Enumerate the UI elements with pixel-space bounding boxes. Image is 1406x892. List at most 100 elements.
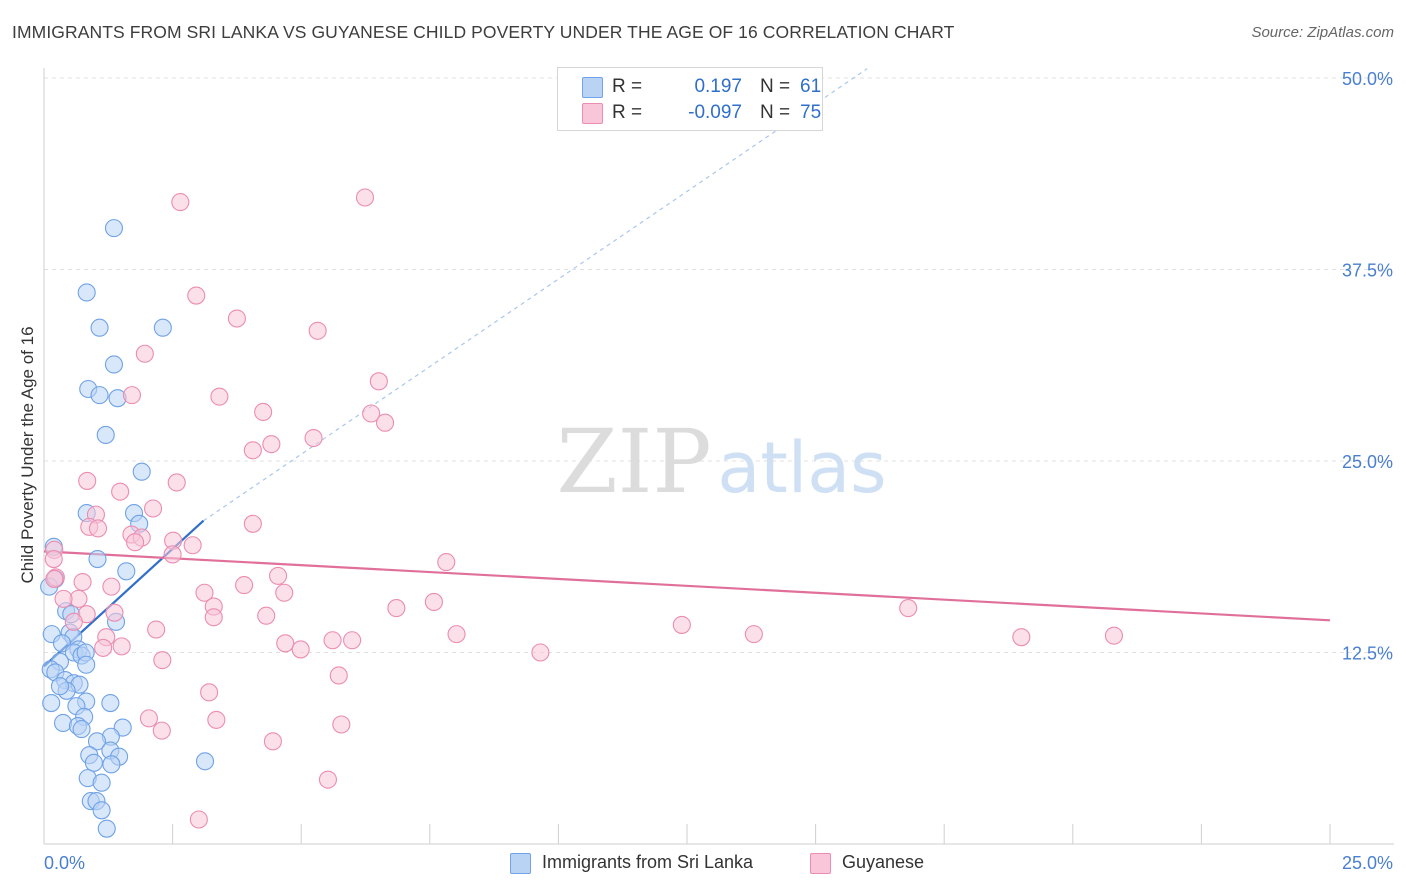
point-series-1-18 bbox=[144, 499, 163, 518]
correlation-legend: R = 0.197 N = 61 R = -0.097 N = 75 bbox=[557, 67, 823, 131]
point-series-0-52 bbox=[84, 753, 103, 772]
point-series-1-61 bbox=[94, 638, 113, 657]
watermark: ZIP atlas bbox=[556, 410, 886, 513]
point-series-1-30 bbox=[163, 545, 182, 564]
point-series-1-58 bbox=[343, 631, 362, 650]
point-series-1-74 bbox=[45, 569, 64, 589]
point-series-0-1 bbox=[77, 283, 96, 302]
chart-source: Source: ZipAtlas.com bbox=[1251, 24, 1394, 41]
point-series-1-11 bbox=[375, 413, 395, 432]
point-series-1-16 bbox=[167, 473, 186, 492]
point-series-1-71 bbox=[263, 732, 282, 751]
point-series-1-32 bbox=[269, 566, 288, 585]
y-tick-label-1: 25.0% bbox=[1342, 452, 1393, 472]
point-series-1-6 bbox=[369, 372, 388, 391]
point-series-1-69 bbox=[332, 715, 351, 734]
x-tick-label-0: 0.0% bbox=[44, 853, 85, 873]
point-series-1-50 bbox=[147, 620, 166, 639]
series-legend-label-sri-lanka: Immigrants from Sri Lanka bbox=[542, 852, 754, 872]
point-series-1-15 bbox=[78, 471, 97, 490]
point-series-1-20 bbox=[243, 514, 262, 533]
point-series-1-66 bbox=[200, 683, 219, 702]
point-series-1-68 bbox=[207, 710, 226, 729]
legend-n-value-guyanese: 75 bbox=[800, 102, 822, 123]
point-series-0-0 bbox=[104, 219, 124, 238]
y-axis-label: Child Poverty Under the Age of 16 bbox=[18, 326, 37, 584]
y-tick-label-3: 50.0% bbox=[1342, 69, 1393, 89]
point-series-1-9 bbox=[254, 402, 273, 422]
point-series-1-2 bbox=[187, 286, 206, 305]
point-series-0-15 bbox=[117, 562, 136, 581]
point-series-0-53 bbox=[102, 755, 121, 774]
point-series-0-2 bbox=[90, 318, 109, 337]
point-series-0-40 bbox=[101, 694, 120, 713]
point-series-1-65 bbox=[329, 666, 348, 685]
point-series-1-14 bbox=[243, 441, 262, 460]
point-series-1-4 bbox=[308, 321, 327, 340]
point-series-0-56 bbox=[92, 773, 111, 792]
legend-n-label: N = bbox=[760, 102, 791, 123]
legend-r-value-sri-lanka: 0.197 bbox=[694, 76, 742, 97]
point-series-1-49 bbox=[64, 612, 83, 631]
point-series-1-40 bbox=[54, 589, 73, 608]
point-series-0-43 bbox=[53, 713, 73, 733]
point-series-1-57 bbox=[323, 631, 342, 650]
chart-title: IMMIGRANTS FROM SRI LANKA VS GUYANESE CH… bbox=[12, 22, 955, 42]
point-series-0-8 bbox=[96, 425, 115, 445]
point-series-1-70 bbox=[152, 721, 171, 740]
point-series-1-37 bbox=[275, 583, 294, 602]
point-series-1-63 bbox=[531, 643, 550, 662]
point-series-1-67 bbox=[139, 709, 158, 728]
points-layer bbox=[40, 188, 1124, 838]
tick-labels: 12.5% 25.0% 37.5% 50.0% 0.0% 25.0% bbox=[44, 69, 1393, 873]
point-series-1-42 bbox=[387, 599, 406, 618]
watermark-atlas: atlas bbox=[717, 427, 886, 509]
point-series-1-55 bbox=[447, 625, 466, 644]
point-series-1-22 bbox=[88, 519, 108, 538]
point-series-1-13 bbox=[262, 435, 281, 454]
point-series-1-1 bbox=[171, 193, 190, 212]
legend-n-value-sri-lanka: 61 bbox=[800, 76, 822, 97]
point-series-1-47 bbox=[204, 608, 223, 627]
point-series-0-4 bbox=[104, 355, 124, 374]
point-series-1-73 bbox=[189, 810, 208, 829]
legend-r-label: R = bbox=[612, 76, 643, 97]
point-series-1-33 bbox=[73, 572, 92, 592]
point-series-1-38 bbox=[195, 583, 214, 602]
point-series-0-3 bbox=[153, 318, 172, 337]
point-series-1-62 bbox=[291, 640, 310, 659]
axes bbox=[43, 68, 1394, 845]
legend-swatch-sri-lanka bbox=[582, 77, 603, 98]
point-series-1-17 bbox=[111, 482, 130, 501]
point-series-1-31 bbox=[437, 553, 456, 572]
point-series-0-54 bbox=[195, 752, 215, 771]
point-series-1-8 bbox=[210, 387, 229, 406]
point-series-0-30 bbox=[77, 655, 96, 674]
point-series-1-43 bbox=[424, 592, 443, 611]
point-series-1-64 bbox=[153, 651, 172, 670]
point-series-1-52 bbox=[744, 625, 763, 644]
point-series-1-72 bbox=[318, 770, 337, 789]
point-series-1-35 bbox=[235, 576, 254, 595]
point-series-0-6 bbox=[90, 386, 109, 405]
point-series-1-3 bbox=[227, 309, 246, 328]
point-series-1-0 bbox=[355, 188, 375, 207]
x-tick-label-1: 25.0% bbox=[1342, 853, 1393, 873]
y-tick-label-2: 37.5% bbox=[1342, 261, 1393, 281]
watermark-zip: ZIP bbox=[556, 410, 711, 513]
point-series-1-51 bbox=[672, 615, 691, 634]
legend-r-value-guyanese: -0.097 bbox=[688, 102, 742, 123]
legend-n-label: N = bbox=[760, 76, 791, 97]
point-series-1-46 bbox=[105, 603, 124, 622]
point-series-1-44 bbox=[899, 599, 918, 618]
point-series-0-37 bbox=[50, 677, 69, 696]
point-series-1-60 bbox=[112, 637, 131, 656]
y-tick-label-0: 12.5% bbox=[1342, 644, 1393, 664]
legend-r-label: R = bbox=[612, 102, 643, 123]
point-series-1-48 bbox=[257, 606, 276, 625]
point-series-0-59 bbox=[92, 801, 111, 820]
point-series-1-34 bbox=[102, 577, 121, 596]
point-series-0-9 bbox=[132, 462, 151, 481]
series-legend-swatch-guyanese bbox=[810, 853, 831, 874]
